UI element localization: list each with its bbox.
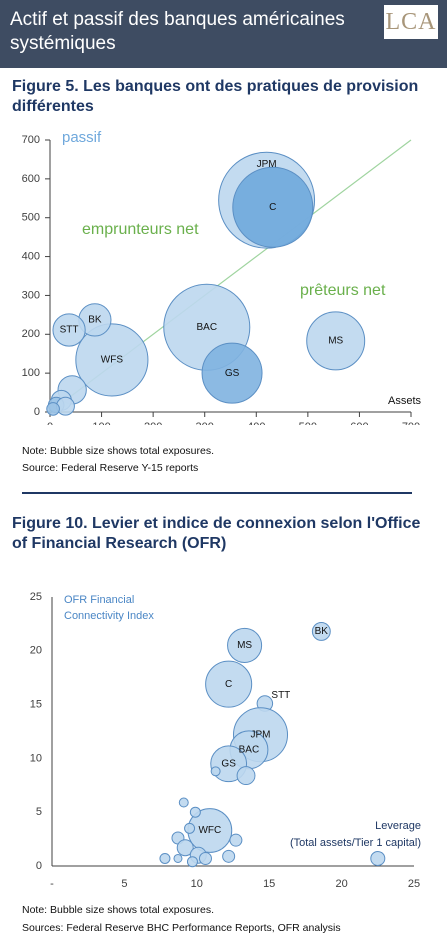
note: Note: Bubble size shows total exposures. [22,445,215,457]
x-tick-label: 25 [408,878,420,890]
x-tick-label: 5 [121,878,127,890]
bubble [222,849,236,863]
bubble-label: GS [225,368,240,379]
bubble [198,851,212,865]
bubble [176,839,194,857]
source: Source: Federal Reserve Y-15 reports [22,462,199,474]
x-tick-label: 100 [92,421,110,425]
bubble-label: MS [328,336,343,347]
x-tick-label: 500 [299,421,317,425]
y-tick-label: 200 [22,328,40,340]
x-tick-label: 15 [263,878,275,890]
source: Sources: Federal Reserve BHC Performance… [22,922,341,934]
y-tick-label: 600 [22,173,40,185]
y-tick-label: 300 [22,289,40,301]
bubble-label: C [225,679,232,690]
x-tick-label: 20 [335,878,347,890]
bubble-label: BK [88,315,102,326]
x-tick-label: - [50,878,54,890]
bubble [186,856,198,868]
y-tick-label: 0 [36,860,42,872]
x-tick-label: 300 [196,421,214,425]
x-tick-label: 400 [247,421,265,425]
bubble [236,766,256,786]
header [0,0,447,68]
bubble [370,850,386,866]
header-title: Actif et passif des banques américaines … [10,9,345,54]
annotation: emprunteurs net [82,221,199,238]
x-axis-label: Leverage [375,820,421,832]
bubble-label: WFC [198,825,221,836]
figure-title: Figure 10. Levier et indice de connexion… [12,515,421,552]
bubble [189,806,201,818]
x-tick-label: 700 [402,421,420,425]
bubble [184,822,196,834]
bubble [227,627,263,663]
y-tick-label: 5 [36,806,42,818]
chart: 0 100 200 300 400 500 600 700 0 100 200 300 400 500 60… [22,129,422,425]
y-tick-label: 700 [22,134,40,146]
logo: LCA [384,5,438,39]
bubble [232,166,314,248]
bubble-label: C [269,202,276,213]
bubble-label: BK [315,626,329,637]
y-tick-label: 15 [30,699,42,711]
bubble-label: BAC [196,322,217,333]
bubble [178,797,189,808]
bubble-label: MS [237,640,252,651]
bubble [229,833,243,847]
bubble [75,323,149,397]
y-axis-label: OFR Financial [64,594,134,606]
y-tick-label: 500 [22,212,40,224]
note: Note: Bubble size shows total exposures. [22,904,215,916]
bubble-label: STT [271,690,290,701]
bubble [201,342,263,404]
bubble [46,402,60,416]
bubble [311,621,331,641]
y-tick-label: 10 [30,752,42,764]
figure-title: Figure 5. Les banques ont des pratiques … [12,78,419,115]
bubble-label: GS [221,758,236,769]
bubble-label: WFS [101,355,124,366]
bubble [159,852,171,864]
x-tick-label: 600 [350,421,368,425]
bubble-label: JPM [257,159,277,170]
x-axis-label: (Total assets/Tier 1 capital) [290,837,421,849]
bubble-label: BAC [239,744,260,755]
y-tick-label: 0 [34,406,40,418]
bubble [173,853,183,863]
bubble [306,311,366,371]
y-tick-label: 20 [30,645,42,657]
y-tick-label: 25 [30,591,42,603]
x-tick-label: 200 [144,421,162,425]
bubble [205,660,253,708]
y-tick-label: 400 [22,250,40,262]
y-tick-label: 100 [22,367,40,379]
y-axis-label: passif [62,129,102,146]
x-tick-label: 0 [47,421,53,425]
bubble-label: STT [60,325,79,336]
chart: 0 5 10 15 20 25 - 5 10 15 20 25 OFR Financial Connect… [30,591,421,890]
x-tick-label: 10 [191,878,203,890]
y-axis-label: Connectivity Index [64,610,154,622]
annotation: prêteurs net [300,282,386,299]
bubble [52,313,86,347]
x-axis-label: Assets [388,395,422,407]
bubble-label: JPM [251,729,271,740]
separator [22,492,412,494]
bubble [210,766,221,777]
